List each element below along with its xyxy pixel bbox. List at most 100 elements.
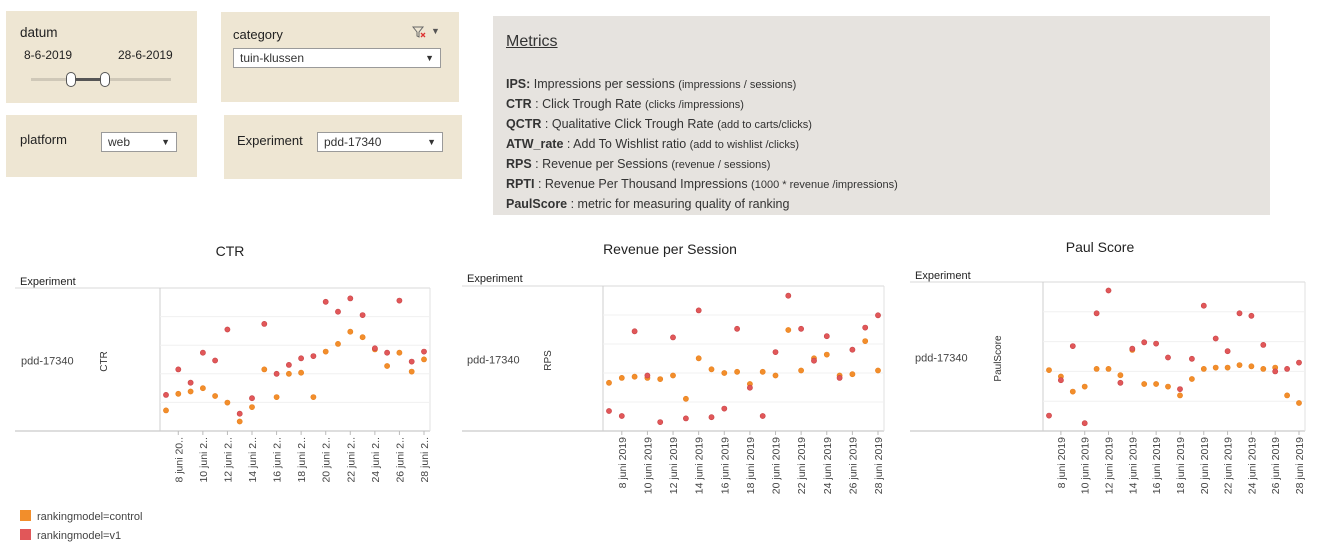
data-point-control[interactable] bbox=[285, 370, 292, 377]
data-point-control[interactable] bbox=[371, 346, 378, 353]
data-point-control[interactable] bbox=[683, 395, 689, 402]
data-point-v1[interactable] bbox=[1224, 348, 1231, 355]
data-point-control[interactable] bbox=[273, 394, 280, 400]
data-point-control[interactable] bbox=[1248, 363, 1255, 370]
data-point-v1[interactable] bbox=[1129, 345, 1136, 352]
data-point-v1[interactable] bbox=[657, 419, 664, 425]
data-point-control[interactable] bbox=[359, 334, 366, 341]
data-point-v1[interactable] bbox=[785, 292, 792, 299]
data-point-v1[interactable] bbox=[670, 334, 676, 341]
data-point-control[interactable] bbox=[631, 373, 638, 380]
data-point-v1[interactable] bbox=[285, 361, 292, 368]
data-point-control[interactable] bbox=[836, 372, 843, 379]
data-point-v1[interactable] bbox=[683, 415, 689, 422]
experiment-dropdown[interactable]: pdd-17340 ▼ bbox=[317, 132, 443, 152]
data-point-control[interactable] bbox=[734, 368, 740, 375]
data-point-control[interactable] bbox=[1224, 364, 1231, 371]
data-point-v1[interactable] bbox=[1153, 340, 1159, 347]
data-point-control[interactable] bbox=[1272, 364, 1279, 371]
data-point-v1[interactable] bbox=[224, 326, 231, 333]
data-point-control[interactable] bbox=[1141, 381, 1148, 387]
data-point-v1[interactable] bbox=[335, 308, 341, 315]
data-point-control[interactable] bbox=[1081, 383, 1088, 390]
data-point-v1[interactable] bbox=[1069, 343, 1076, 349]
data-point-v1[interactable] bbox=[236, 410, 243, 417]
data-point-v1[interactable] bbox=[1272, 368, 1279, 375]
data-point-control[interactable] bbox=[695, 355, 702, 362]
data-point-control[interactable] bbox=[224, 399, 231, 406]
data-point-v1[interactable] bbox=[261, 320, 268, 327]
data-point-control[interactable] bbox=[1165, 383, 1171, 390]
legend-item-v1[interactable]: rankingmodel=v1 bbox=[20, 529, 121, 542]
data-point-v1[interactable] bbox=[187, 379, 194, 386]
data-point-v1[interactable] bbox=[708, 414, 715, 421]
data-point-control[interactable] bbox=[1212, 364, 1219, 371]
data-point-control[interactable] bbox=[187, 388, 194, 395]
data-point-v1[interactable] bbox=[163, 391, 169, 398]
data-point-control[interactable] bbox=[310, 394, 317, 400]
legend-item-control[interactable]: rankingmodel=control bbox=[20, 510, 142, 523]
data-point-v1[interactable] bbox=[759, 413, 766, 419]
data-point-control[interactable] bbox=[811, 355, 817, 362]
data-point-v1[interactable] bbox=[631, 328, 638, 335]
data-point-control[interactable] bbox=[785, 327, 792, 333]
data-point-control[interactable] bbox=[396, 349, 403, 356]
data-point-v1[interactable] bbox=[384, 349, 390, 356]
data-point-v1[interactable] bbox=[310, 353, 317, 359]
data-point-control[interactable] bbox=[657, 376, 664, 382]
data-point-control[interactable] bbox=[322, 348, 329, 355]
data-point-v1[interactable] bbox=[1081, 420, 1088, 427]
category-dropdown[interactable]: tuin-klussen ▼ bbox=[233, 48, 441, 68]
data-point-v1[interactable] bbox=[273, 370, 280, 377]
data-point-control[interactable] bbox=[1189, 376, 1195, 382]
data-point-control[interactable] bbox=[1117, 372, 1124, 379]
data-point-control[interactable] bbox=[708, 366, 715, 373]
data-point-v1[interactable] bbox=[849, 346, 856, 353]
data-point-control[interactable] bbox=[862, 338, 869, 344]
data-point-control[interactable] bbox=[618, 374, 625, 381]
data-point-v1[interactable] bbox=[798, 325, 804, 332]
data-point-control[interactable] bbox=[1069, 388, 1076, 395]
data-point-v1[interactable] bbox=[199, 349, 206, 356]
data-point-control[interactable] bbox=[1058, 373, 1064, 380]
data-point-v1[interactable] bbox=[618, 413, 625, 419]
data-point-control[interactable] bbox=[199, 385, 206, 392]
data-point-control[interactable] bbox=[408, 368, 415, 375]
data-point-v1[interactable] bbox=[1165, 354, 1171, 361]
data-point-v1[interactable] bbox=[421, 348, 427, 355]
data-point-control[interactable] bbox=[249, 404, 255, 410]
data-point-control[interactable] bbox=[670, 372, 676, 379]
data-point-control[interactable] bbox=[1093, 365, 1100, 372]
data-point-control[interactable] bbox=[175, 390, 182, 397]
data-point-v1[interactable] bbox=[1236, 310, 1243, 317]
data-point-control[interactable] bbox=[1260, 365, 1267, 372]
data-point-v1[interactable] bbox=[1141, 339, 1148, 346]
data-point-v1[interactable] bbox=[734, 325, 740, 332]
data-point-v1[interactable] bbox=[1200, 302, 1207, 309]
slider-start-handle[interactable] bbox=[66, 72, 76, 87]
data-point-control[interactable] bbox=[163, 407, 169, 414]
data-point-control[interactable] bbox=[1236, 362, 1243, 368]
data-point-v1[interactable] bbox=[644, 372, 651, 379]
data-point-v1[interactable] bbox=[347, 295, 354, 302]
data-point-v1[interactable] bbox=[175, 366, 182, 373]
data-point-control[interactable] bbox=[644, 374, 651, 381]
data-point-v1[interactable] bbox=[298, 355, 304, 362]
data-point-control[interactable] bbox=[849, 371, 856, 378]
data-point-v1[interactable] bbox=[875, 312, 881, 319]
data-point-v1[interactable] bbox=[371, 345, 378, 352]
data-point-v1[interactable] bbox=[1105, 287, 1112, 294]
data-point-control[interactable] bbox=[347, 328, 354, 335]
data-point-control[interactable] bbox=[298, 369, 304, 376]
data-point-v1[interactable] bbox=[695, 307, 702, 314]
data-point-v1[interactable] bbox=[823, 333, 830, 340]
data-point-v1[interactable] bbox=[1093, 310, 1100, 317]
data-point-v1[interactable] bbox=[1058, 377, 1064, 384]
data-point-v1[interactable] bbox=[249, 395, 255, 402]
data-point-v1[interactable] bbox=[1189, 355, 1195, 362]
data-point-v1[interactable] bbox=[212, 357, 218, 364]
data-point-v1[interactable] bbox=[1248, 312, 1255, 319]
filter-clear-icon[interactable] bbox=[411, 26, 426, 41]
data-point-v1[interactable] bbox=[408, 358, 415, 365]
data-point-control[interactable] bbox=[721, 370, 728, 376]
